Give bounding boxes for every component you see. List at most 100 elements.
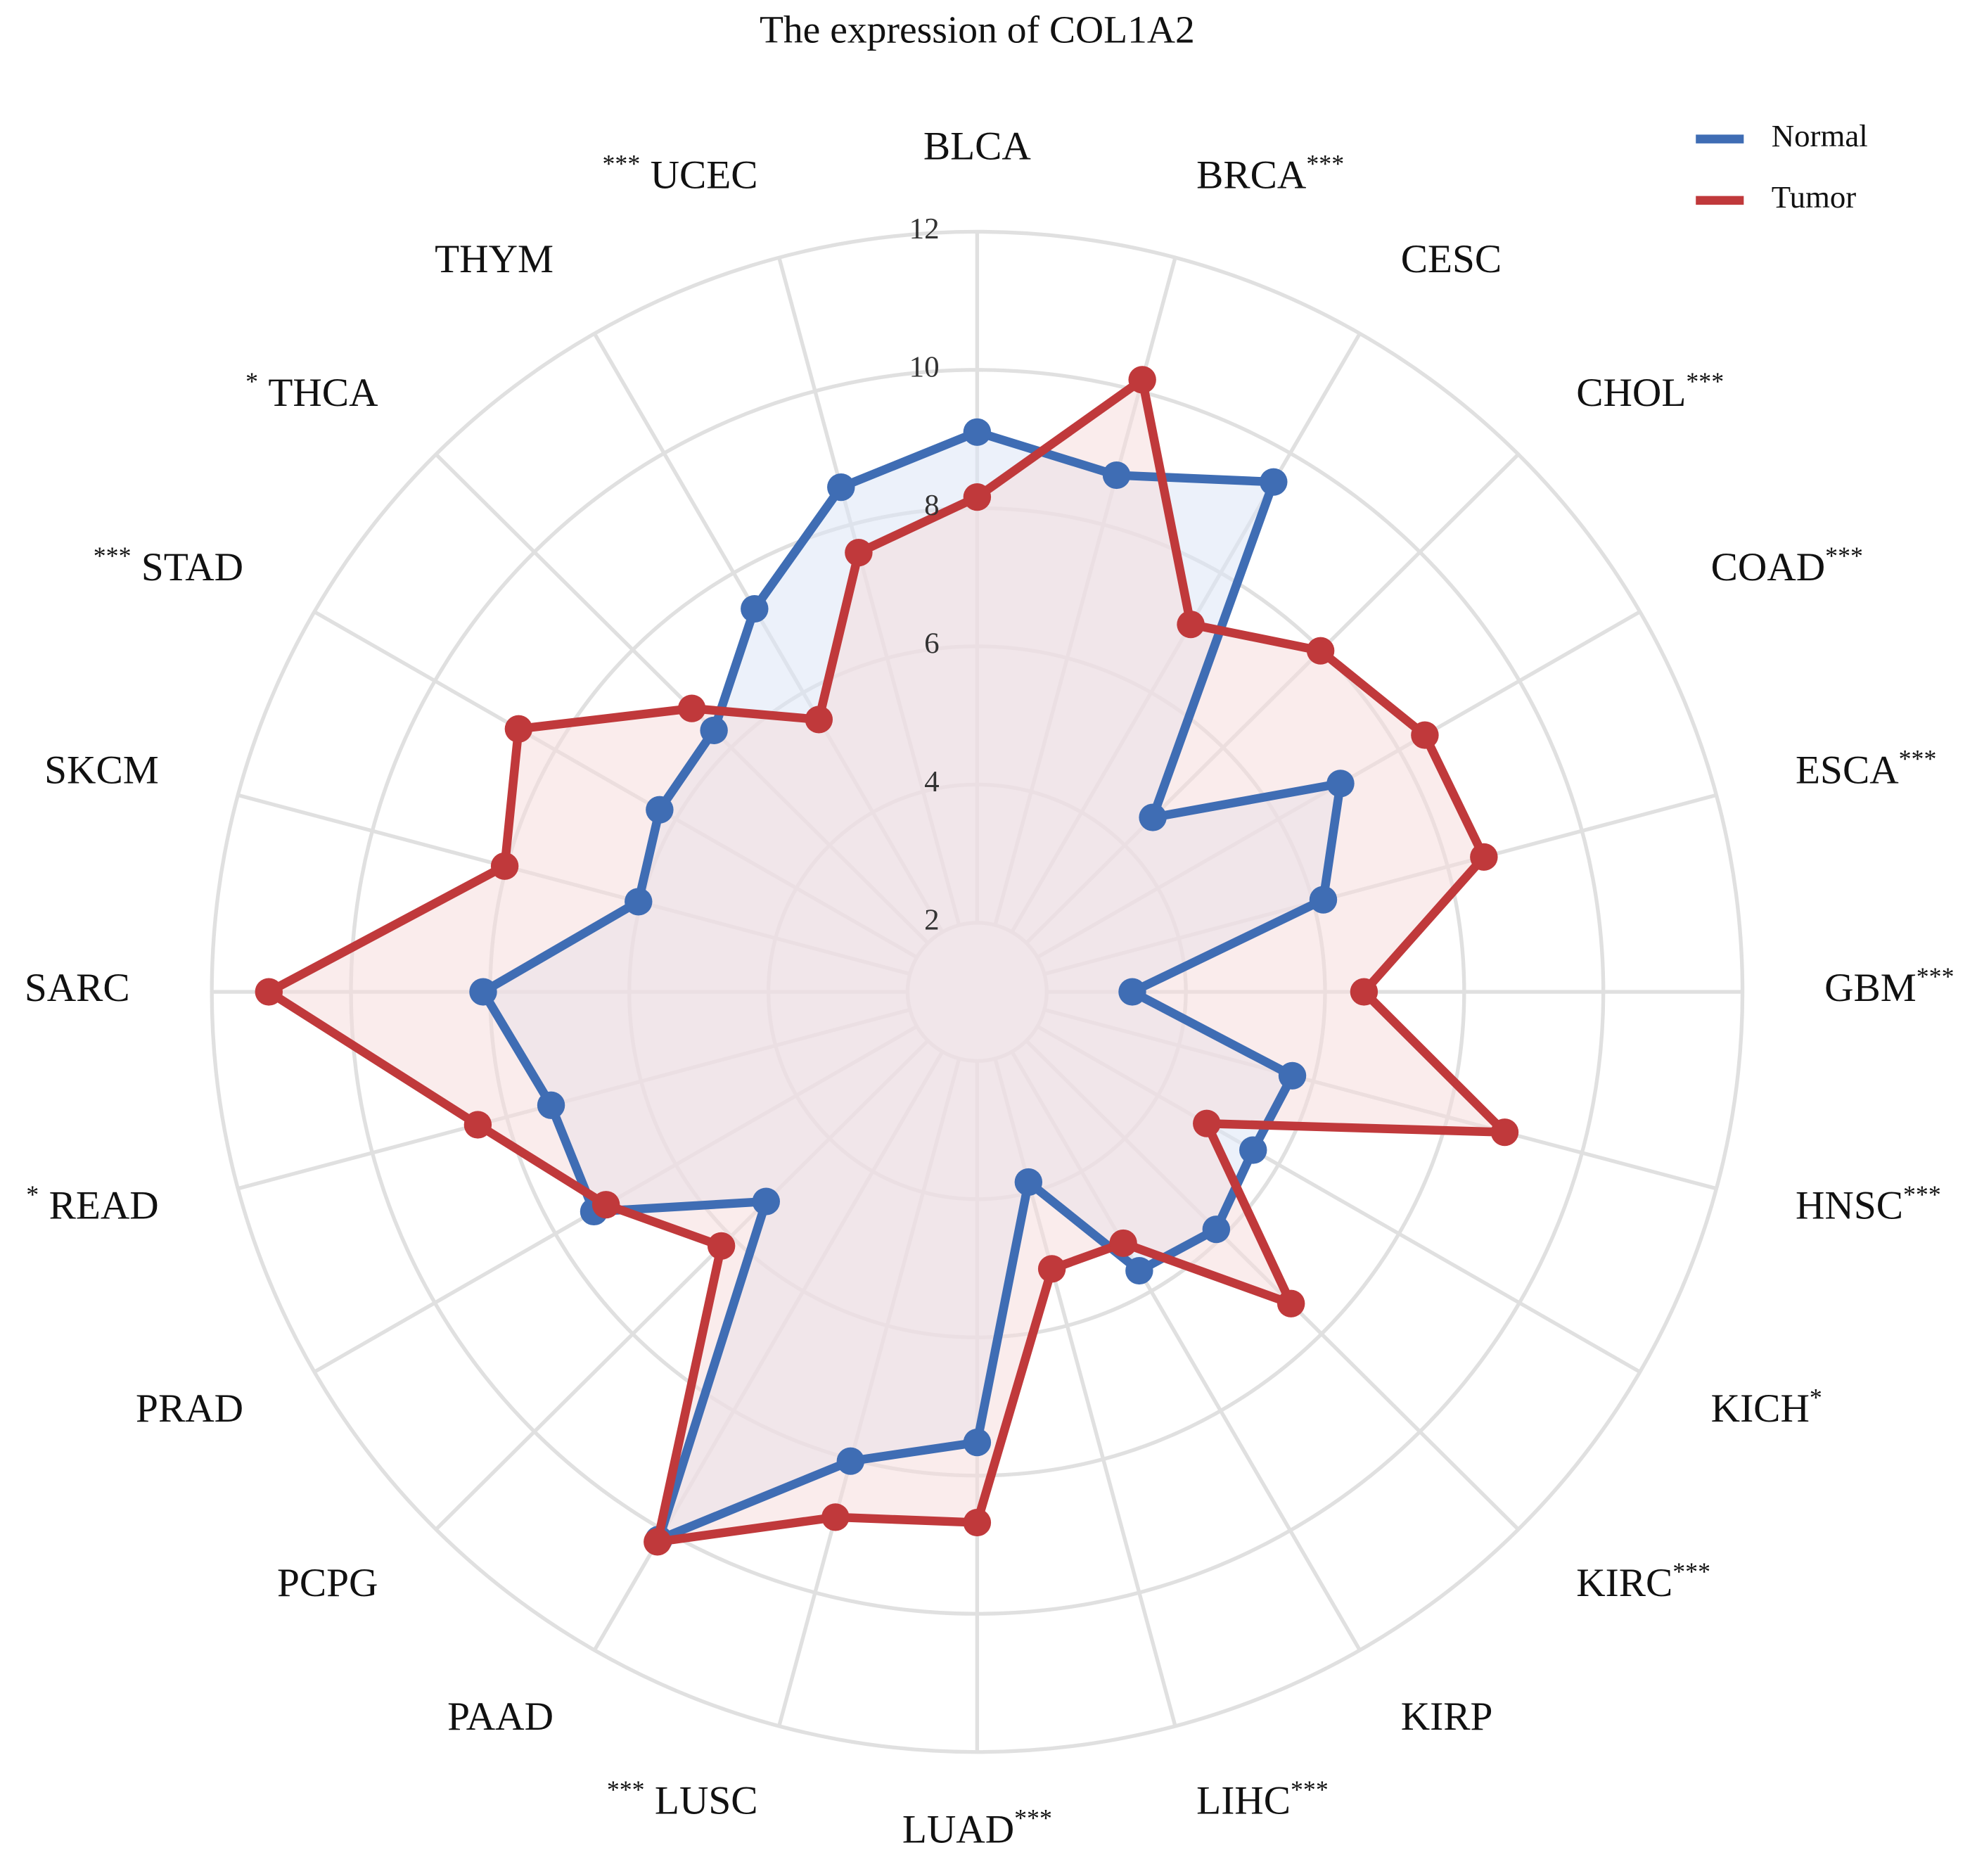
category-name: KIRP bbox=[1401, 1695, 1493, 1739]
point bbox=[963, 1508, 992, 1537]
point bbox=[1278, 1061, 1307, 1090]
category-label: KIRP bbox=[1401, 1695, 1493, 1739]
category-label: KIRC*** bbox=[1576, 1558, 1710, 1606]
point bbox=[490, 852, 519, 880]
category-label: BLCA bbox=[923, 125, 1031, 169]
significance: *** bbox=[607, 1775, 645, 1804]
category-label: SARC bbox=[25, 966, 130, 1010]
category-name: THYM bbox=[435, 237, 554, 281]
category-name: PAAD bbox=[447, 1695, 554, 1739]
point bbox=[644, 1528, 672, 1556]
point bbox=[821, 1503, 850, 1531]
point bbox=[963, 418, 992, 446]
y-tick-label: 4 bbox=[924, 765, 940, 798]
point bbox=[1277, 1289, 1305, 1317]
category-label: COAD*** bbox=[1711, 542, 1863, 589]
point bbox=[1326, 770, 1355, 798]
category-name: BRCA bbox=[1196, 153, 1306, 198]
significance: *** bbox=[1917, 963, 1954, 991]
point bbox=[963, 1429, 992, 1457]
point bbox=[255, 978, 283, 1006]
gap bbox=[640, 153, 650, 198]
category-label: LUAD*** bbox=[902, 1804, 1052, 1852]
y-tick-label: 8 bbox=[924, 489, 940, 522]
point bbox=[1260, 468, 1288, 496]
point bbox=[805, 706, 833, 734]
point bbox=[700, 716, 728, 744]
point bbox=[1193, 1109, 1221, 1137]
gap bbox=[645, 1779, 655, 1823]
point bbox=[827, 473, 855, 502]
significance: *** bbox=[1903, 1180, 1941, 1208]
category-label: BRCA*** bbox=[1196, 150, 1344, 198]
category-name: GBM bbox=[1824, 966, 1917, 1010]
point bbox=[1350, 978, 1378, 1006]
category-name: PCPG bbox=[277, 1561, 378, 1605]
category-name: BLCA bbox=[923, 125, 1031, 169]
category-label: GBM*** bbox=[1824, 963, 1954, 1011]
category-name: SARC bbox=[25, 966, 130, 1010]
point bbox=[752, 1187, 780, 1215]
category-label: CESC bbox=[1401, 237, 1502, 281]
point bbox=[1102, 461, 1131, 490]
y-tick-label: 6 bbox=[924, 627, 940, 661]
point bbox=[537, 1091, 565, 1119]
point bbox=[1128, 366, 1156, 394]
category-name: KICH bbox=[1711, 1387, 1810, 1431]
point bbox=[1306, 637, 1335, 665]
significance: *** bbox=[1825, 542, 1863, 570]
category-name: CESC bbox=[1401, 237, 1502, 281]
point bbox=[963, 483, 992, 511]
point bbox=[707, 1232, 736, 1260]
point bbox=[741, 594, 769, 623]
point bbox=[1202, 1215, 1231, 1244]
category-label: * READ bbox=[26, 1180, 158, 1228]
category-label: PAAD bbox=[447, 1695, 554, 1739]
category-label: *** LUSC bbox=[607, 1775, 758, 1823]
category-label: HNSC*** bbox=[1796, 1180, 1941, 1228]
significance: *** bbox=[1899, 745, 1937, 773]
point bbox=[625, 888, 653, 916]
category-label: * THCA bbox=[245, 368, 378, 416]
category-label: ESCA*** bbox=[1796, 745, 1936, 793]
point bbox=[1109, 1229, 1137, 1257]
y-tick-label: 12 bbox=[909, 212, 940, 245]
category-label: KICH* bbox=[1711, 1384, 1822, 1431]
category-name: LUSC bbox=[655, 1779, 758, 1823]
chart-title: The expression of COL1A2 bbox=[760, 8, 1195, 51]
point bbox=[1177, 611, 1205, 639]
category-name: STAD bbox=[141, 545, 243, 589]
significance: * bbox=[1810, 1384, 1822, 1412]
category-name: LIHC bbox=[1196, 1779, 1291, 1823]
category-label: SKCM bbox=[44, 748, 159, 793]
category-name: CHOL bbox=[1576, 371, 1686, 415]
category-label: LIHC*** bbox=[1196, 1775, 1329, 1823]
point bbox=[1037, 1255, 1066, 1283]
point bbox=[1411, 721, 1439, 749]
category-name: THCA bbox=[268, 371, 378, 415]
legend-label: Normal bbox=[1772, 118, 1868, 153]
significance: *** bbox=[1306, 150, 1344, 178]
significance: *** bbox=[1672, 1558, 1710, 1586]
category-label: PCPG bbox=[277, 1561, 378, 1605]
significance: *** bbox=[1014, 1804, 1052, 1832]
point bbox=[1014, 1168, 1043, 1197]
category-name: HNSC bbox=[1796, 1184, 1903, 1228]
significance: * bbox=[26, 1180, 39, 1208]
point bbox=[677, 694, 706, 722]
gap bbox=[39, 1184, 49, 1228]
series-area bbox=[269, 379, 1505, 1542]
legend-label: Tumor bbox=[1772, 179, 1857, 215]
point bbox=[1309, 886, 1338, 914]
category-name: COAD bbox=[1711, 545, 1826, 589]
gap bbox=[132, 545, 141, 589]
category-name: READ bbox=[49, 1184, 159, 1228]
significance: *** bbox=[1291, 1775, 1329, 1804]
significance: *** bbox=[94, 542, 132, 570]
category-name: LUAD bbox=[902, 1808, 1014, 1852]
point bbox=[469, 978, 497, 1006]
category-name: KIRC bbox=[1576, 1561, 1672, 1605]
y-tick-label: 10 bbox=[909, 351, 940, 384]
point bbox=[504, 715, 533, 743]
